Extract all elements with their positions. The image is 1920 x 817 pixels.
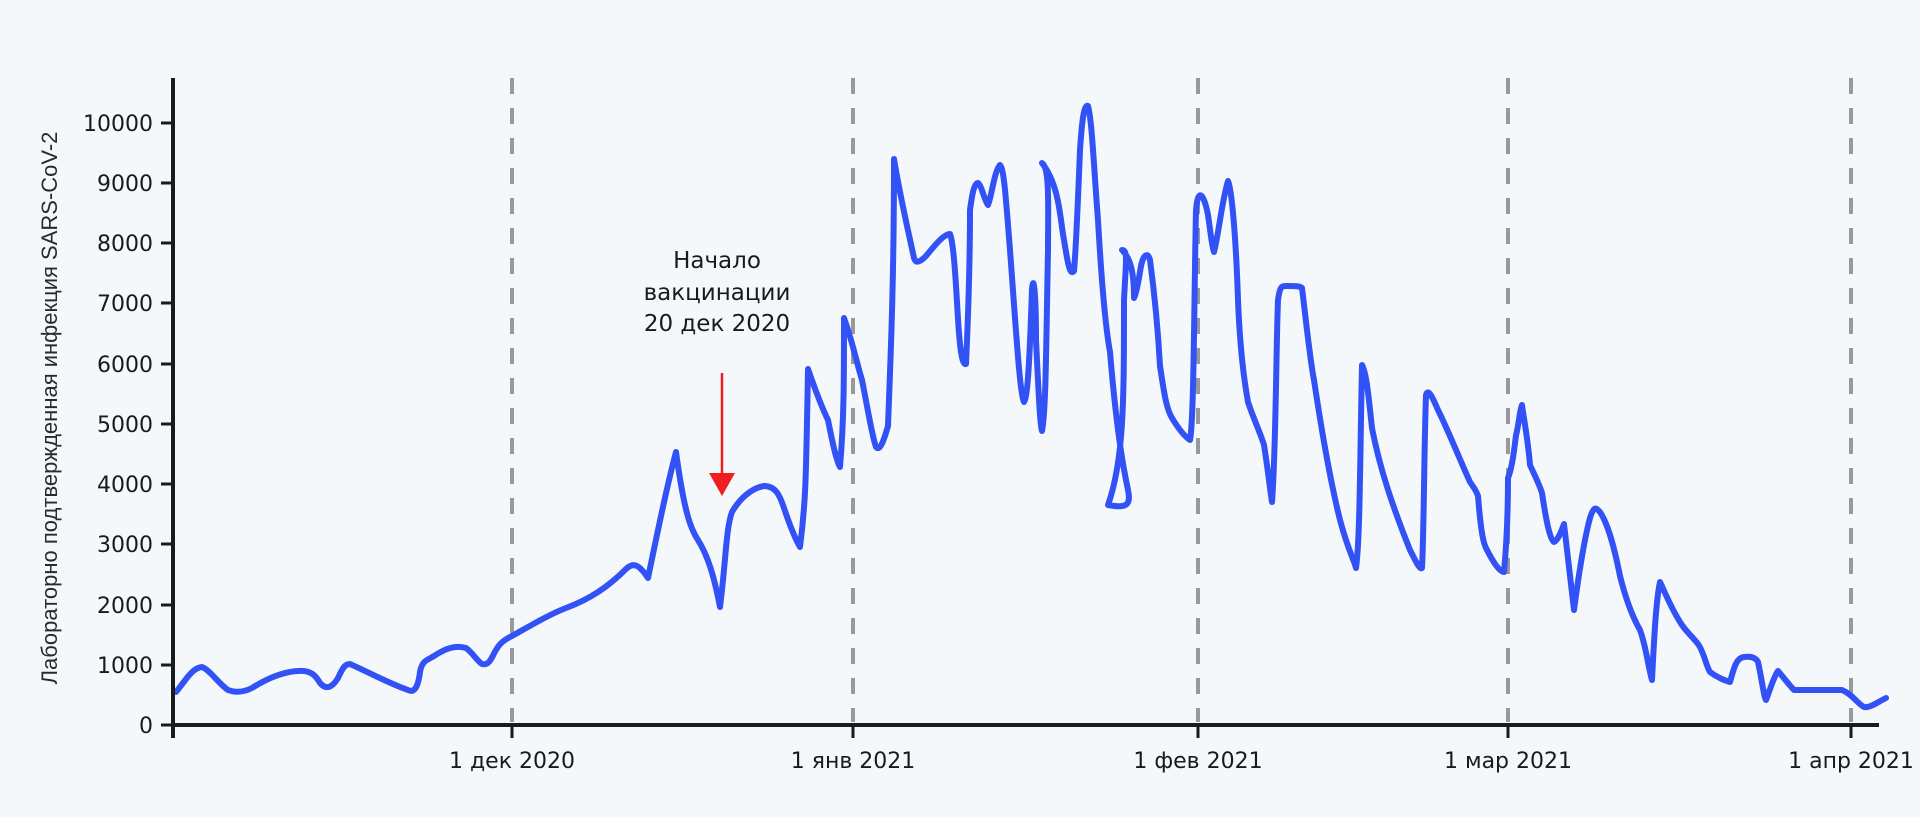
- ytick-label: 3000: [97, 533, 153, 558]
- ytick-label: 7000: [97, 292, 153, 317]
- ytick-label: 8000: [97, 232, 153, 257]
- ytick-label: 10000: [83, 112, 153, 137]
- ytick-label: 0: [139, 714, 153, 739]
- ytick-label: 9000: [97, 172, 153, 197]
- ytick-label: 6000: [97, 353, 153, 378]
- xtick-label-mar: 1 мар 2021: [1444, 749, 1572, 774]
- arrow-down-icon: [709, 373, 735, 496]
- x-ticks: [510, 725, 1853, 738]
- vaccination-annotation: Начало вакцинации 20 дек 2020: [644, 248, 791, 337]
- ytick-label: 5000: [97, 413, 153, 438]
- xtick-label-dec: 1 дек 2020: [449, 749, 575, 774]
- xtick-label-jan: 1 янв 2021: [791, 749, 916, 774]
- axes: [171, 78, 1879, 738]
- y-tick-labels: 0 1000 2000 3000 4000 5000 6000 7000 800…: [83, 112, 153, 739]
- x-tick-labels: 1 дек 2020 1 янв 2021 1 фев 2021 1 мар 2…: [449, 749, 1914, 774]
- ytick-label: 1000: [97, 654, 153, 679]
- data-line: [173, 103, 1889, 711]
- xtick-label-apr: 1 апр 2021: [1788, 749, 1914, 774]
- y-ticks: [161, 121, 173, 727]
- annotation-line-2: вакцинации: [644, 280, 791, 306]
- annotation-line-3: 20 дек 2020: [644, 311, 790, 337]
- xtick-label-feb: 1 фев 2021: [1133, 749, 1262, 774]
- y-axis-label: Лабораторно подтвержденная инфекция SARS…: [37, 132, 62, 685]
- ytick-label: 4000: [97, 473, 153, 498]
- ytick-label: 2000: [97, 594, 153, 619]
- annotation-line-1: Начало: [673, 248, 761, 274]
